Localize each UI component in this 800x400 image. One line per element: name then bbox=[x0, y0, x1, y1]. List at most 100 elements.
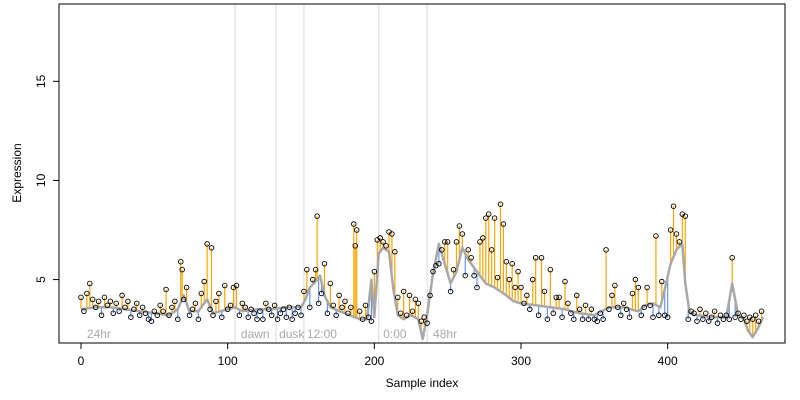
data-point bbox=[471, 272, 477, 279]
data-point bbox=[524, 292, 530, 299]
data-point bbox=[339, 304, 345, 311]
data-point bbox=[392, 249, 398, 255]
data-point bbox=[415, 300, 422, 307]
data-point bbox=[400, 288, 407, 295]
data-point bbox=[659, 278, 665, 285]
data-point bbox=[744, 318, 750, 324]
data-point bbox=[547, 266, 554, 273]
data-point bbox=[483, 215, 489, 221]
data-point bbox=[265, 306, 272, 313]
data-point bbox=[180, 296, 187, 303]
data-point bbox=[172, 298, 178, 305]
data-point bbox=[260, 316, 266, 322]
data-point bbox=[236, 312, 243, 318]
data-point bbox=[245, 314, 251, 320]
data-point bbox=[491, 215, 498, 221]
data-point bbox=[600, 316, 606, 322]
data-point bbox=[412, 296, 419, 303]
data-points bbox=[78, 201, 765, 326]
data-point bbox=[670, 203, 677, 209]
data-point bbox=[447, 288, 454, 295]
data-point bbox=[321, 260, 328, 267]
data-point bbox=[283, 314, 290, 320]
data-point bbox=[494, 274, 501, 281]
data-point bbox=[758, 308, 765, 315]
data-point bbox=[653, 233, 659, 239]
data-point bbox=[521, 300, 527, 307]
data-point bbox=[638, 312, 645, 318]
data-point bbox=[251, 310, 257, 317]
data-point bbox=[497, 201, 504, 207]
data-point bbox=[544, 316, 551, 322]
data-point bbox=[128, 314, 134, 320]
data-point bbox=[667, 227, 674, 233]
data-point bbox=[277, 310, 284, 317]
x-tick-label: 400 bbox=[658, 354, 678, 368]
data-point bbox=[348, 304, 354, 311]
data-point bbox=[456, 223, 463, 229]
data-point bbox=[656, 312, 662, 318]
data-point bbox=[359, 316, 366, 322]
data-point bbox=[383, 243, 389, 249]
data-point bbox=[92, 304, 99, 311]
data-point bbox=[550, 310, 557, 317]
data-point bbox=[735, 310, 741, 317]
data-point bbox=[562, 278, 568, 285]
data-point bbox=[535, 312, 542, 318]
data-point bbox=[641, 304, 647, 311]
data-point bbox=[110, 310, 117, 317]
data-point bbox=[98, 312, 105, 318]
data-point bbox=[377, 235, 383, 241]
data-point bbox=[556, 294, 562, 301]
data-point bbox=[703, 310, 709, 317]
data-point bbox=[541, 288, 548, 295]
data-point bbox=[352, 243, 359, 249]
data-point bbox=[186, 312, 193, 318]
x-tick-label: 200 bbox=[364, 354, 384, 368]
data-point bbox=[617, 312, 624, 318]
data-point bbox=[717, 312, 724, 318]
data-point bbox=[612, 282, 618, 289]
plot-frame bbox=[58, 3, 786, 344]
data-point bbox=[553, 294, 559, 301]
data-point bbox=[351, 221, 357, 227]
data-point bbox=[179, 266, 185, 273]
x-tick-label: 0 bbox=[78, 354, 85, 368]
data-point bbox=[559, 314, 565, 320]
data-point bbox=[107, 298, 114, 305]
data-point bbox=[468, 255, 474, 261]
data-point bbox=[221, 282, 228, 289]
y-axis-label: Expression bbox=[10, 143, 24, 202]
data-point bbox=[280, 306, 287, 313]
data-point bbox=[474, 284, 480, 291]
data-point bbox=[210, 312, 216, 318]
data-point bbox=[529, 276, 536, 283]
data-point bbox=[682, 213, 689, 219]
data-point bbox=[594, 318, 601, 324]
data-point bbox=[239, 300, 246, 307]
data-point bbox=[227, 302, 234, 309]
data-point bbox=[271, 302, 278, 309]
data-point bbox=[113, 300, 119, 307]
annotation-labels: 24hr dawn dusk 12:00 0:00 48hr bbox=[87, 327, 457, 341]
data-point bbox=[312, 266, 319, 273]
data-point bbox=[389, 231, 395, 237]
data-point bbox=[430, 268, 436, 275]
data-point bbox=[104, 302, 111, 309]
data-point bbox=[395, 294, 401, 301]
data-point bbox=[512, 284, 518, 291]
data-point bbox=[708, 314, 715, 320]
data-point bbox=[723, 312, 730, 318]
data-point bbox=[629, 290, 636, 297]
data-point bbox=[685, 316, 691, 322]
data-point bbox=[749, 316, 756, 322]
data-point bbox=[254, 316, 260, 322]
data-point bbox=[576, 306, 583, 313]
data-point bbox=[78, 294, 84, 301]
data-point bbox=[336, 292, 342, 299]
data-point bbox=[436, 260, 442, 267]
data-point bbox=[532, 255, 539, 261]
data-point bbox=[189, 306, 196, 313]
data-point bbox=[691, 310, 697, 317]
data-point bbox=[139, 304, 146, 311]
